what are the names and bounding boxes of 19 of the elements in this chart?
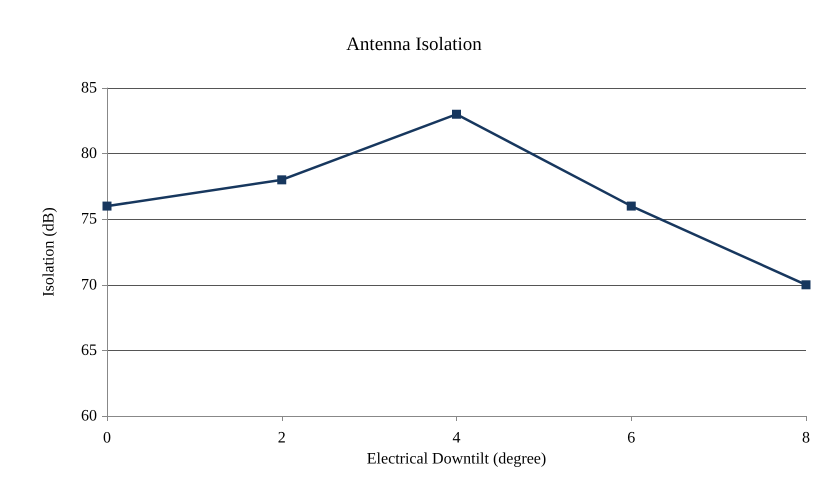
x-tick-label: 4 <box>452 430 460 446</box>
x-tick-label: 0 <box>103 430 111 446</box>
point <box>102 202 112 211</box>
y-tick-label: 85 <box>81 80 97 96</box>
point <box>277 175 286 184</box>
x-axis-title: Electrical Downtilt (degree) <box>366 450 546 468</box>
point <box>802 280 810 290</box>
y-tick-label: 60 <box>81 408 97 424</box>
y-tick-label: 75 <box>81 210 97 228</box>
point <box>626 202 636 211</box>
point <box>452 110 461 119</box>
x-tick-label: 8 <box>802 430 810 446</box>
y-tick-label: 70 <box>81 276 97 294</box>
x-tick-label: 2 <box>278 430 286 446</box>
y-axis-title: Isolation (dB) <box>40 207 58 297</box>
y-tick-label: 65 <box>81 342 97 359</box>
x-tick-label: 6 <box>627 430 636 446</box>
chart-title: Antenna Isolation <box>346 34 482 55</box>
y-tick-label: 80 <box>81 145 97 162</box>
